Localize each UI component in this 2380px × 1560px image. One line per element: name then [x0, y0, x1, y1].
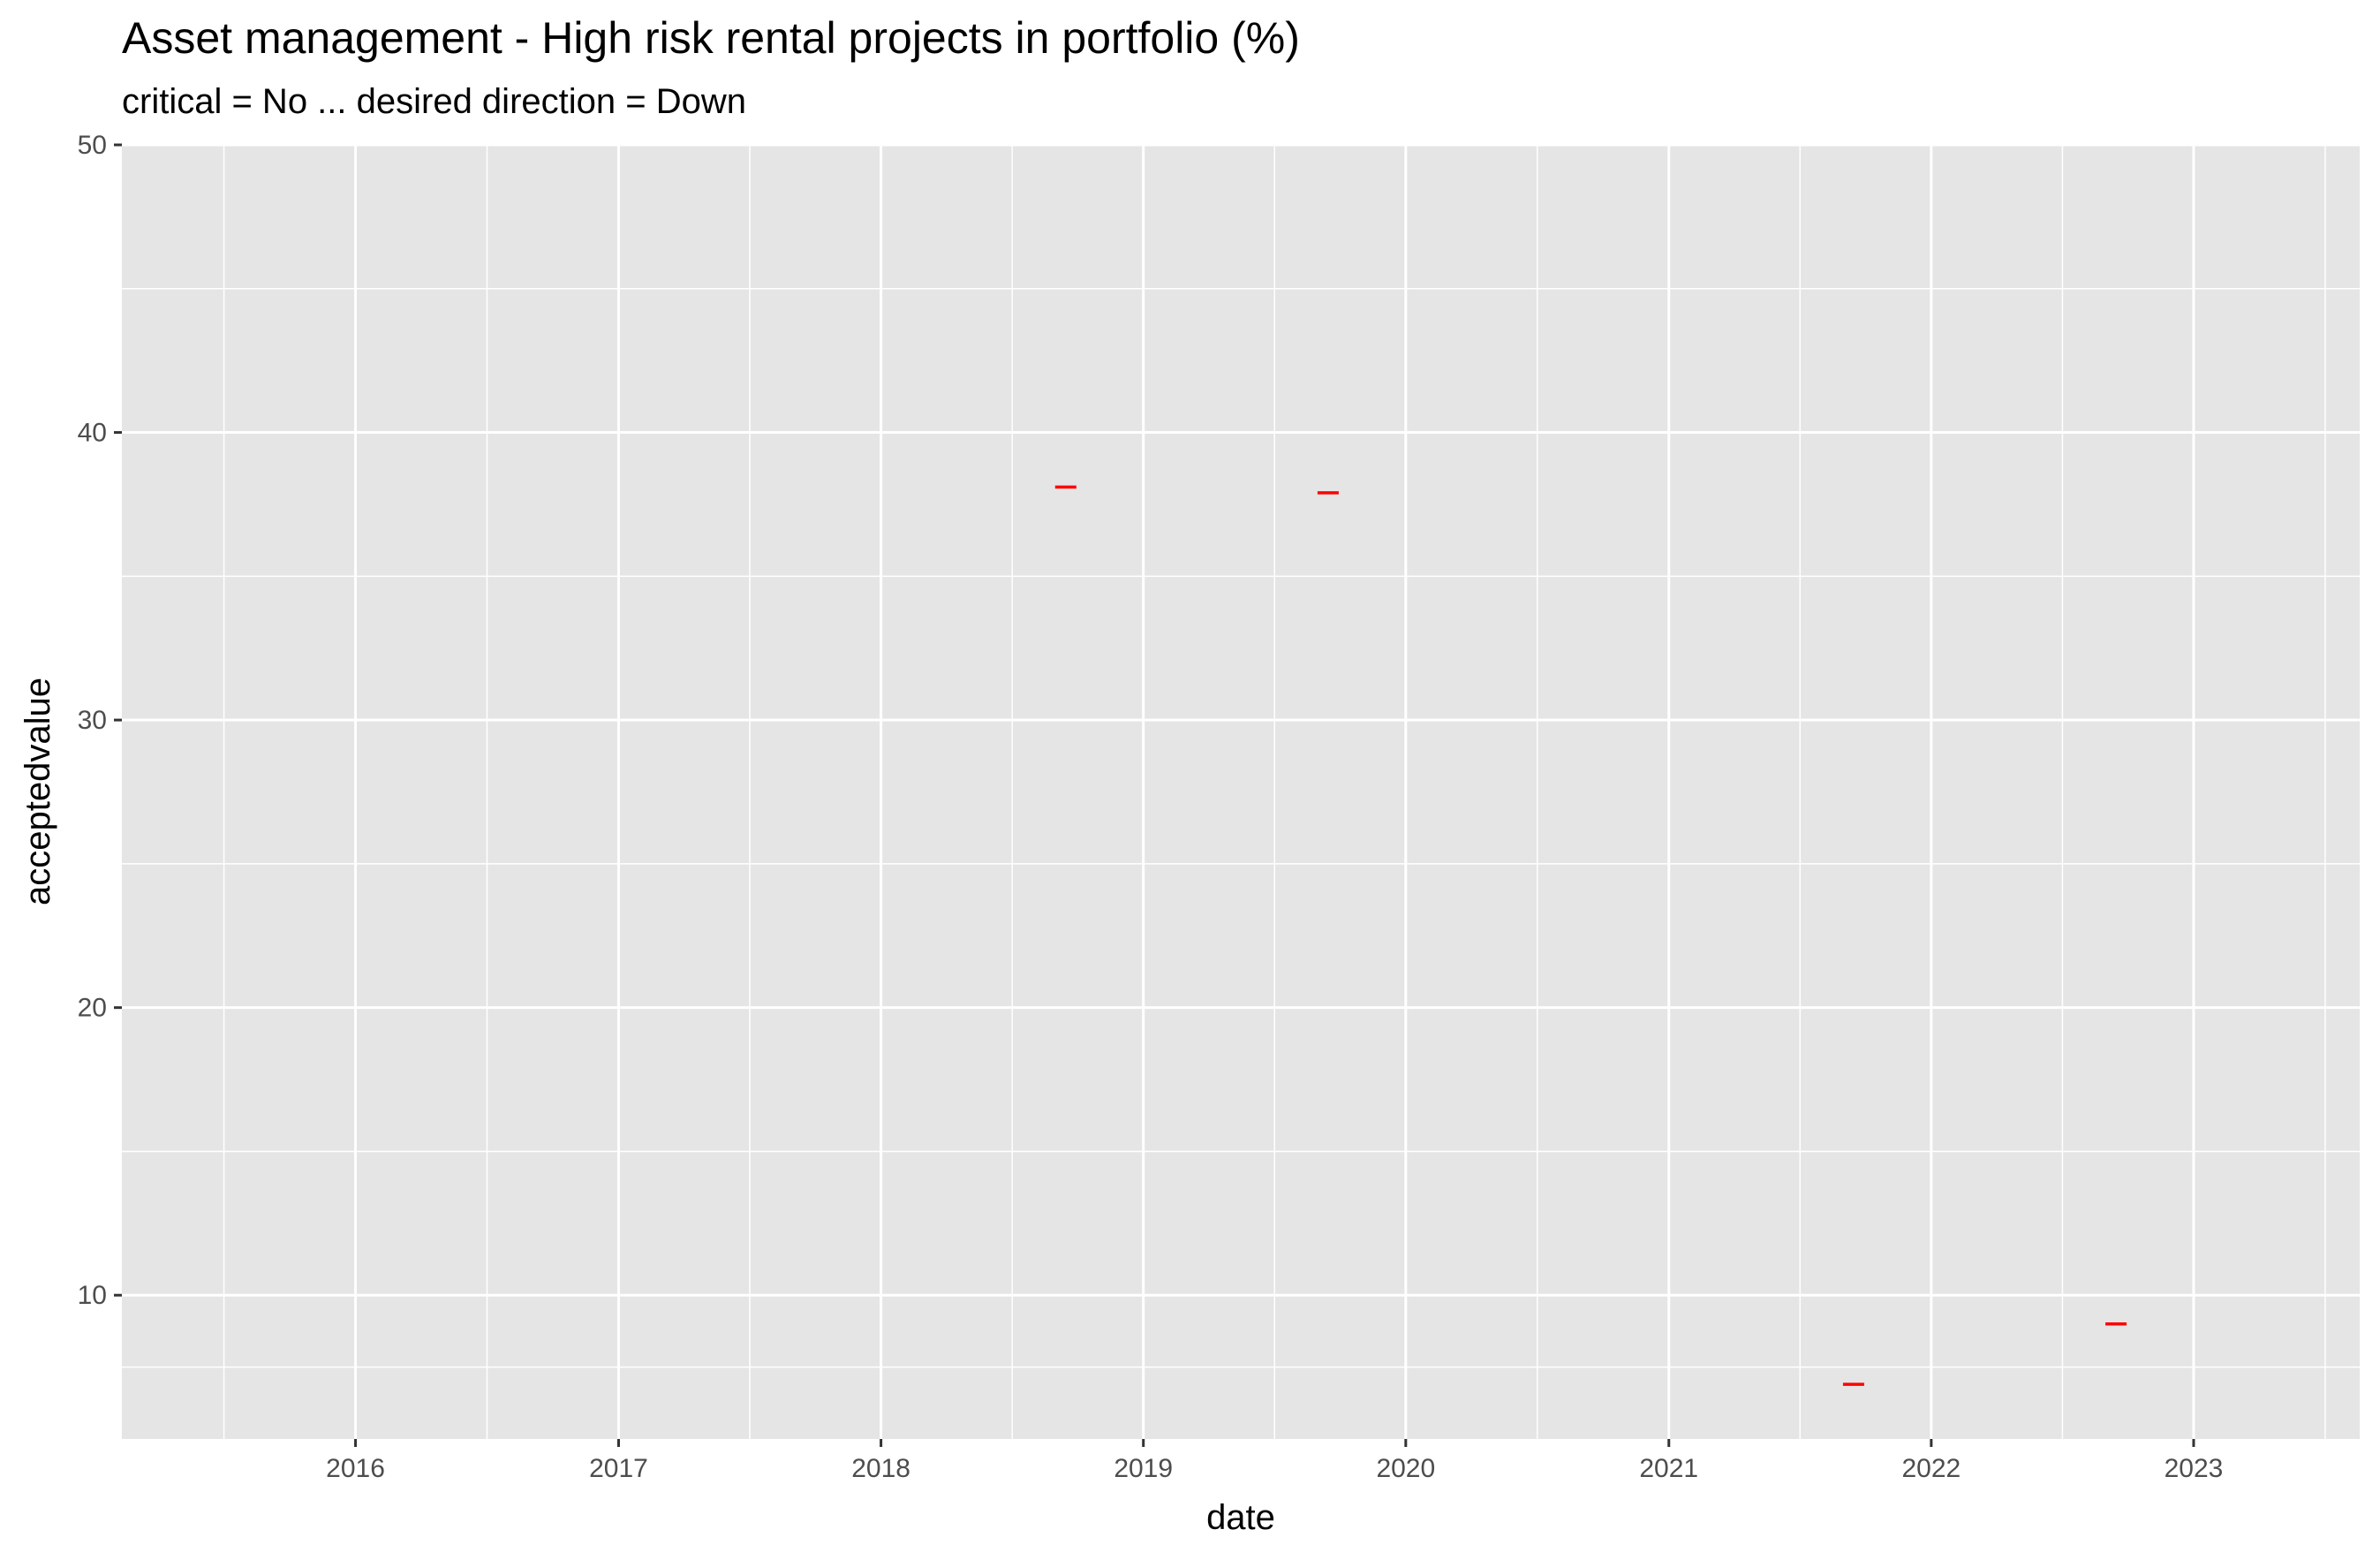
x-tick-label-2021: 2021 [1639, 1454, 1698, 1483]
y-axis-title: acceptedvalue [19, 678, 57, 905]
x-tick-label-2018: 2018 [851, 1454, 910, 1483]
x-tick-label-2020: 2020 [1376, 1454, 1435, 1483]
y-tick-label-30: 30 [78, 706, 107, 735]
y-tick-label-20: 20 [78, 994, 107, 1023]
x-axis-title: date [1206, 1498, 1275, 1537]
x-tick-label-2019: 2019 [1114, 1454, 1173, 1483]
x-axis: 2016 2017 2018 2019 2020 2021 2022 2023 [326, 1439, 2223, 1483]
x-tick-label-2016: 2016 [326, 1454, 385, 1483]
x-tick-label-2023: 2023 [2165, 1454, 2224, 1483]
plot-panel [122, 145, 2360, 1439]
x-tick-label-2022: 2022 [1901, 1454, 1961, 1483]
y-axis: 10 20 30 40 50 [78, 131, 122, 1310]
y-tick-label-10: 10 [78, 1281, 107, 1310]
y-tick-label-50: 50 [78, 131, 107, 160]
grid-minor [122, 145, 2360, 1439]
data-points [1054, 485, 2127, 1386]
chart-title: Asset management - High risk rental proj… [122, 13, 1300, 63]
chart-subtitle: critical = No ... desired direction = Do… [122, 82, 746, 121]
grid-major [122, 143, 2360, 1439]
x-tick-label-2017: 2017 [589, 1454, 648, 1483]
y-tick-label-40: 40 [78, 419, 107, 448]
